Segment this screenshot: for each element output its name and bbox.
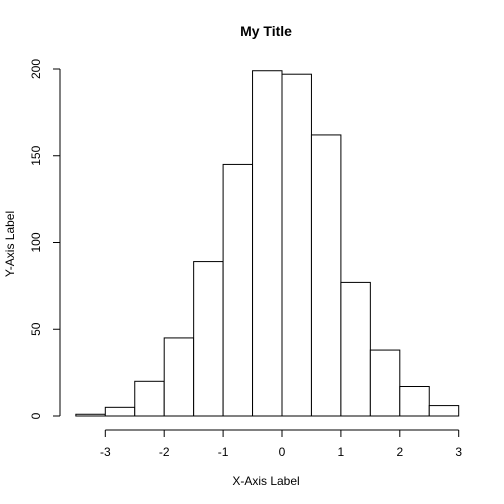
x-axis: -3 -2 -1 0 1 2 3 [100,429,462,459]
histogram-bar-6 [252,70,283,417]
histogram-bar-8 [310,134,342,417]
x-tick-label: 3 [455,445,462,459]
histogram-bar-3 [163,337,195,417]
y-axis: 0 50 100 150 200 [29,59,61,419]
histogram-bar-0 [75,413,106,417]
chart-title: My Title [240,23,292,39]
histogram-bar-7 [281,73,312,417]
histogram-bar-10 [369,349,401,417]
histogram-bar-12 [428,405,460,417]
x-tick-label: -3 [100,445,111,459]
y-tick-label: 100 [29,232,43,252]
y-tick-label: 150 [29,145,43,165]
histogram-bar-1 [104,406,136,417]
y-tick-label: 50 [29,322,43,336]
histogram-bar-11 [399,386,430,417]
x-tick-label: 0 [279,445,286,459]
y-tick-label: 200 [29,59,43,79]
x-tick-label: -2 [159,445,170,459]
y-tick-label: 0 [29,412,43,419]
x-axis-label: X-Axis Label [232,474,299,488]
bars-group [75,70,460,417]
histogram-bar-4 [193,261,224,417]
x-tick-label: 2 [396,445,403,459]
histogram-bar-2 [134,380,165,417]
histogram-bar-5 [222,163,254,417]
x-tick-label: 1 [338,445,345,459]
histogram-bar-9 [340,281,371,417]
y-axis-label: Y-Axis Label [3,211,17,277]
x-tick-label: -1 [218,445,229,459]
